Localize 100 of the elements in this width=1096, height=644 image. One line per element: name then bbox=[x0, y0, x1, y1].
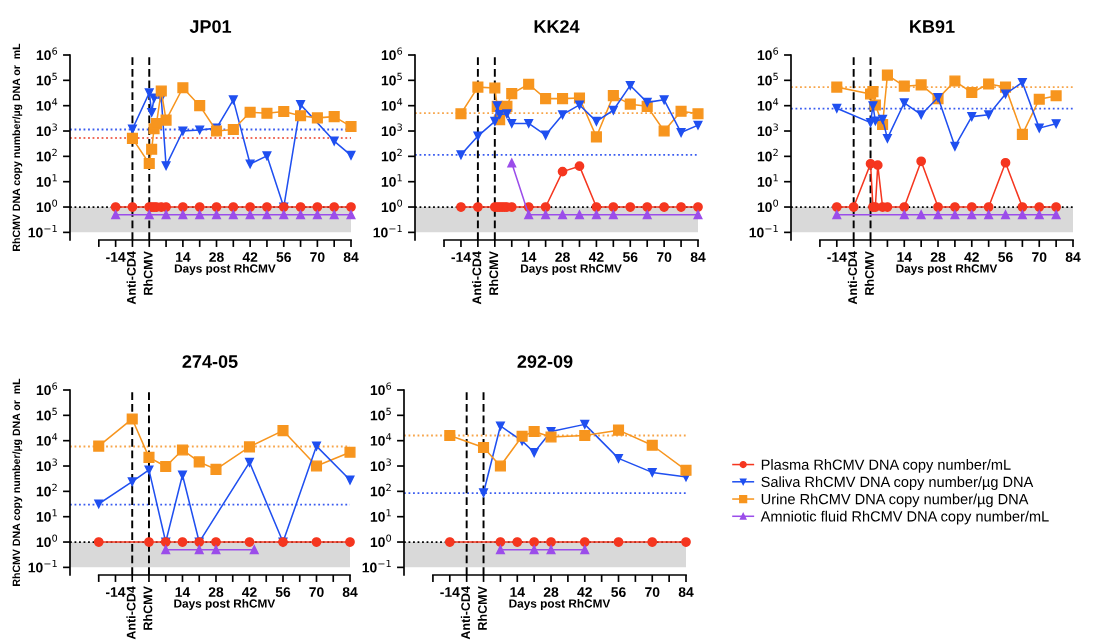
y-tick-label: 10$^{2}$ bbox=[757, 148, 778, 162]
x-tick-label: 56 bbox=[611, 587, 626, 598]
legend-label: Amniotic fluid RhCMV DNA copy number/mL bbox=[760, 510, 1049, 525]
ref-line-label: Anti-CD4 bbox=[847, 251, 858, 305]
y-tick-label: 10$^{−1}$ bbox=[373, 224, 402, 238]
x-tick-label: 56 bbox=[998, 252, 1013, 263]
y-tick-label: 10$^{5}$ bbox=[36, 72, 57, 86]
x-axis-title: Days post RhCMV bbox=[174, 264, 276, 275]
chart-title: JP01 bbox=[189, 20, 232, 33]
x-tick-label: 42 bbox=[241, 587, 257, 597]
ref-line-label: Anti-CD4 bbox=[460, 586, 471, 640]
y-tick-label: 10$^{4}$ bbox=[381, 98, 403, 111]
x-axis-title: Days post RhCMV bbox=[509, 599, 611, 611]
ref-line-label: RhCMV bbox=[488, 251, 499, 295]
x-tick-label: -14 bbox=[106, 252, 126, 262]
y-tick-label: 10$^{1}$ bbox=[36, 174, 57, 187]
ref-line-label: RhCMV bbox=[864, 251, 874, 295]
y-axis-title: RhCMV DNA copy number/µg DNA or mL bbox=[12, 43, 23, 251]
y-tick-label: 10$^{5}$ bbox=[36, 407, 57, 421]
y-tick-label: 10$^{5}$ bbox=[370, 407, 391, 421]
y-tick-label: 10$^{3}$ bbox=[370, 458, 391, 472]
y-tick-label: 10$^{2}$ bbox=[36, 483, 57, 497]
y-tick-label: 10$^{4}$ bbox=[36, 98, 58, 111]
y-tick-label: 10$^{6}$ bbox=[36, 382, 58, 396]
y-tick-label: 10$^{−1}$ bbox=[28, 559, 57, 573]
x-tick-label: 14 bbox=[175, 587, 191, 597]
x-tick-label: 42 bbox=[964, 252, 979, 262]
ref-line-label: RhCMV bbox=[143, 251, 153, 295]
y-tick-label: 10$^{3}$ bbox=[36, 458, 57, 472]
x-tick-label: 56 bbox=[275, 587, 291, 598]
y-tick-label: 10$^{5}$ bbox=[757, 72, 778, 86]
x-tick-label: 28 bbox=[208, 587, 224, 598]
x-tick-label: 14 bbox=[176, 252, 191, 262]
x-tick-label: 84 bbox=[690, 252, 706, 263]
y-tick-label: 10$^{−1}$ bbox=[749, 224, 778, 238]
legend-label: Urine RhCMV DNA copy number/µg DNA bbox=[761, 493, 1029, 508]
y-tick-label: 10$^{1}$ bbox=[381, 174, 402, 187]
y-tick-label: 10$^{0}$ bbox=[370, 534, 392, 548]
x-tick-label: -14 bbox=[440, 587, 460, 597]
y-tick-label: 10$^{1}$ bbox=[370, 509, 391, 522]
x-tick-label: 14 bbox=[897, 252, 912, 262]
y-tick-label: 10$^{2}$ bbox=[370, 483, 391, 497]
ref-line-label: RhCMV bbox=[143, 586, 153, 630]
x-axis-title: Days post RhCMV bbox=[520, 264, 622, 275]
x-tick-label: 28 bbox=[209, 252, 224, 263]
y-tick-label: 10$^{6}$ bbox=[381, 47, 403, 61]
x-tick-label: 84 bbox=[342, 587, 358, 598]
x-tick-label: 42 bbox=[577, 587, 592, 597]
ref-line-label: Anti-CD4 bbox=[472, 251, 482, 305]
x-tick-label: 84 bbox=[343, 252, 359, 263]
chart-title: KK24 bbox=[534, 20, 580, 33]
x-tick-label: 84 bbox=[1065, 252, 1081, 263]
y-tick-label: 10$^{6}$ bbox=[757, 47, 779, 61]
chart-title: 292-09 bbox=[517, 355, 573, 368]
y-tick-label: 10$^{5}$ bbox=[381, 72, 402, 86]
ref-line-label: Anti-CD4 bbox=[126, 251, 136, 305]
chart-title: KB91 bbox=[910, 20, 955, 33]
y-tick-label: 10$^{1}$ bbox=[757, 174, 778, 187]
y-tick-label: 10$^{4}$ bbox=[757, 98, 779, 111]
y-tick-label: 10$^{2}$ bbox=[36, 148, 57, 162]
y-tick-label: 10$^{0}$ bbox=[757, 199, 779, 213]
x-tick-label: 70 bbox=[310, 252, 325, 263]
y-tick-label: 10$^{0}$ bbox=[36, 534, 58, 548]
x-tick-label: 28 bbox=[555, 252, 570, 263]
x-tick-label: 28 bbox=[543, 587, 559, 598]
y-tick-label: 10$^{6}$ bbox=[36, 47, 58, 61]
y-axis-title: RhCMV DNA copy number/µg DNA or mL bbox=[12, 378, 23, 586]
ref-line-label: RhCMV bbox=[477, 586, 487, 630]
y-tick-label: 10$^{0}$ bbox=[381, 199, 403, 213]
x-tick-label: -14 bbox=[451, 252, 471, 262]
y-tick-label: 10$^{−1}$ bbox=[28, 224, 57, 238]
y-tick-label: 10$^{2}$ bbox=[381, 148, 402, 162]
y-tick-label: 10$^{0}$ bbox=[36, 199, 58, 213]
y-tick-label: 10$^{3}$ bbox=[381, 123, 402, 137]
x-tick-label: 70 bbox=[309, 587, 324, 598]
y-tick-label: 10$^{−1}$ bbox=[362, 559, 391, 573]
x-tick-label: 42 bbox=[242, 252, 258, 262]
x-tick-label: 70 bbox=[657, 252, 672, 263]
chart-title: 274-05 bbox=[182, 355, 238, 368]
x-tick-label: -14 bbox=[105, 587, 126, 597]
x-tick-label: 70 bbox=[645, 587, 660, 598]
y-tick-label: 10$^{4}$ bbox=[36, 433, 58, 446]
y-tick-label: 10$^{4}$ bbox=[370, 433, 392, 446]
x-tick-label: 56 bbox=[622, 252, 638, 263]
x-axis-title: Days post RhCMV bbox=[896, 264, 998, 275]
x-tick-label: 56 bbox=[276, 252, 291, 263]
x-tick-label: 84 bbox=[678, 587, 694, 598]
y-tick-label: 10$^{3}$ bbox=[36, 123, 57, 137]
x-tick-label: 70 bbox=[1032, 252, 1047, 263]
y-tick-label: 10$^{3}$ bbox=[757, 123, 778, 137]
x-tick-label: -14 bbox=[827, 252, 847, 262]
y-tick-label: 10$^{6}$ bbox=[370, 382, 392, 396]
y-tick-label: 10$^{1}$ bbox=[36, 509, 57, 522]
legend-label: Saliva RhCMV DNA copy number/µg DNA bbox=[761, 476, 1034, 490]
x-tick-label: 42 bbox=[588, 252, 604, 262]
x-tick-label: 14 bbox=[521, 252, 537, 262]
ref-line-label: Anti-CD4 bbox=[126, 586, 136, 640]
x-tick-label: 28 bbox=[930, 252, 946, 263]
x-tick-label: 14 bbox=[510, 587, 525, 597]
legend-label: Plasma RhCMV DNA copy number/mL bbox=[761, 459, 1011, 473]
